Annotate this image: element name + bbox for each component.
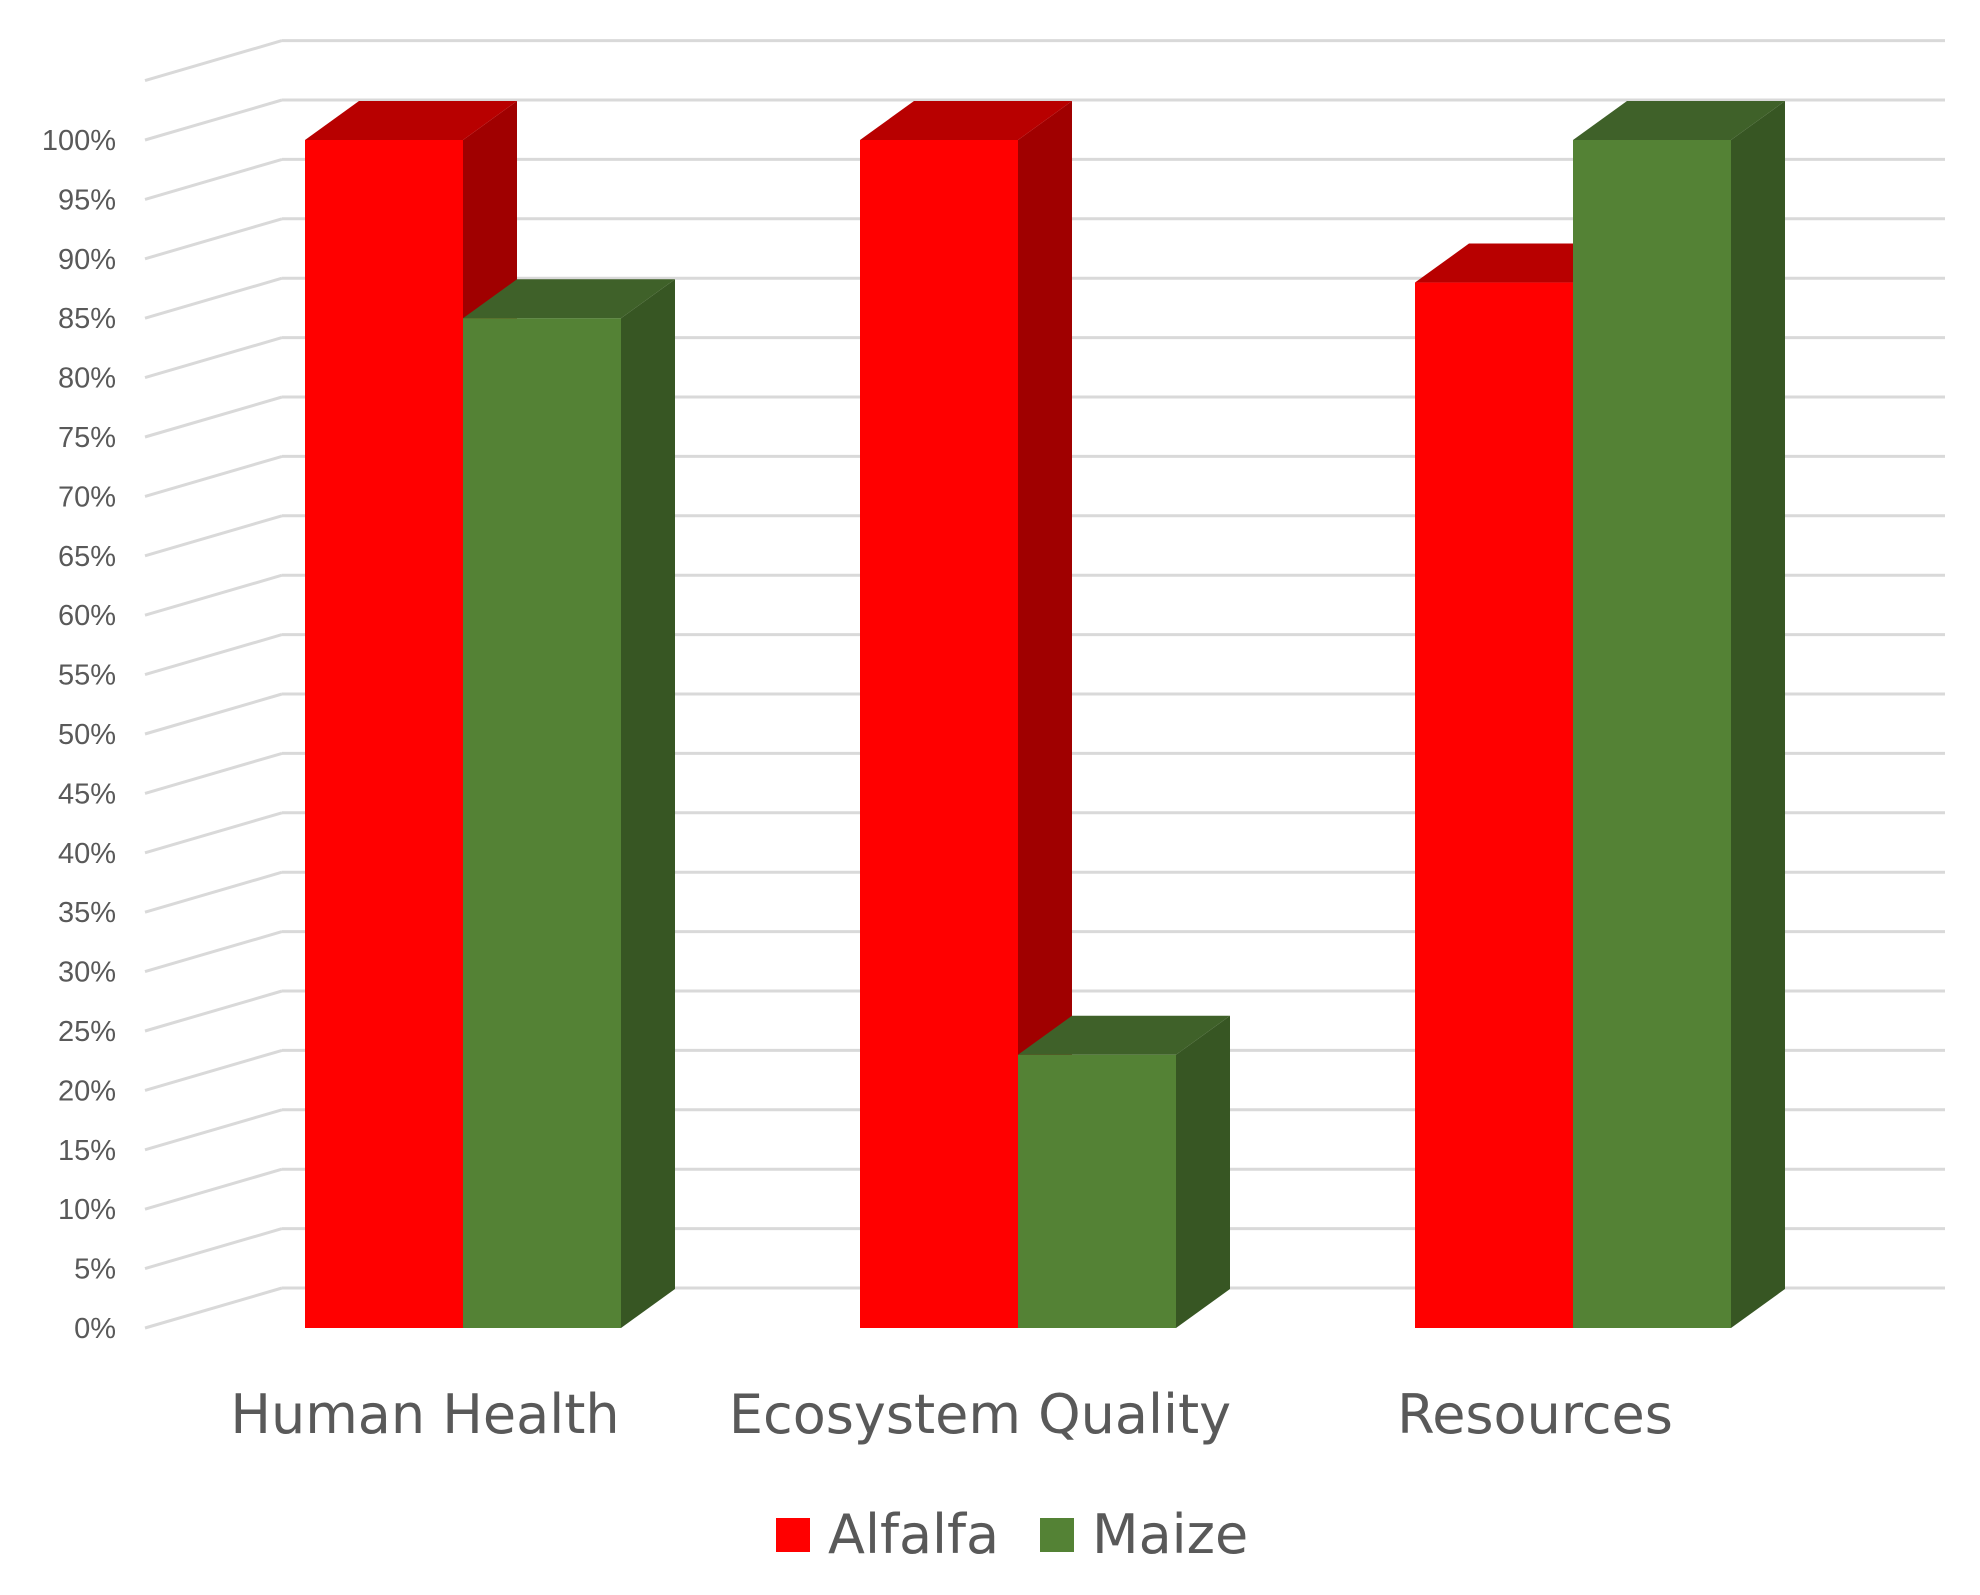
gridline-side — [144, 395, 283, 439]
y-tick-label: 15% — [58, 1135, 116, 1167]
gridline-side — [144, 1227, 283, 1271]
y-tick-label: 80% — [58, 363, 116, 395]
bar-side-face — [1731, 101, 1785, 1328]
y-tick-label: 95% — [58, 184, 116, 216]
bar-top-face — [1018, 1015, 1230, 1055]
gridline-side — [144, 98, 283, 142]
bar-front-face — [463, 318, 621, 1328]
bar-maize-0 — [463, 279, 675, 1329]
y-tick-label: 70% — [58, 481, 116, 513]
y-tick-label: 65% — [58, 541, 116, 573]
legend: Alfalfa Maize — [776, 1503, 1248, 1566]
y-tick-label: 85% — [58, 303, 116, 335]
bar-top-face — [1573, 101, 1785, 140]
gridline-side — [144, 870, 283, 914]
gridline-side — [144, 573, 283, 617]
bar-side-face — [1176, 1015, 1230, 1328]
x-category-label: Resources — [1397, 1383, 1673, 1446]
gridline-side — [144, 217, 283, 261]
y-tick-label: 5% — [74, 1254, 116, 1286]
y-tick-label: 25% — [58, 1016, 116, 1048]
gridline-side — [144, 1108, 283, 1152]
bars — [305, 101, 1785, 1329]
gridline-side — [144, 930, 283, 974]
y-tick-label: 55% — [58, 660, 116, 692]
y-tick-label: 90% — [58, 244, 116, 276]
bar-top-face — [860, 101, 1072, 140]
bar-front-face — [305, 140, 463, 1328]
x-axis-categories: Human Health Ecosystem Quality Resources — [230, 1383, 1673, 1446]
y-tick-label: 40% — [58, 838, 116, 870]
bar-front-face — [1573, 140, 1731, 1328]
bar-maize-1 — [1018, 1015, 1230, 1328]
bar-side-face — [621, 279, 675, 1329]
bar-top-face — [463, 279, 675, 319]
legend-label-alfalfa: Alfalfa — [828, 1503, 999, 1566]
gridline-side — [144, 989, 283, 1033]
y-tick-label: 35% — [58, 897, 116, 929]
gridline-side — [144, 276, 283, 320]
gridline-side — [144, 514, 283, 558]
y-tick-label: 75% — [58, 422, 116, 454]
gridline-side — [144, 1167, 283, 1211]
legend-label-maize: Maize — [1092, 1503, 1248, 1566]
gridline-side — [144, 336, 283, 380]
bar-alfalfa-1 — [860, 101, 1072, 1328]
y-tick-label: 60% — [58, 600, 116, 632]
legend-swatch-alfalfa — [776, 1518, 810, 1552]
y-axis-ticks: 0% 5% 10% 15% 20% 25% 30% 35% 40% 45% 50% 55% 60% 65%… — [42, 125, 116, 1345]
bar-side-face — [1018, 101, 1072, 1328]
y-tick-label: 50% — [58, 719, 116, 751]
gridline-side — [144, 1286, 283, 1330]
y-tick-label: 100% — [42, 125, 116, 157]
legend-swatch-maize — [1040, 1518, 1074, 1552]
y-tick-label: 0% — [74, 1313, 116, 1345]
gridline-side — [144, 1048, 283, 1092]
bar-front-face — [1018, 1054, 1176, 1328]
bar-top-face — [305, 101, 517, 140]
gridline-side — [144, 633, 283, 677]
gridline-side — [144, 454, 283, 498]
bar-front-face — [1415, 282, 1573, 1328]
bar-maize-2 — [1573, 101, 1785, 1328]
gridline-side — [144, 39, 283, 83]
x-category-label: Human Health — [230, 1383, 619, 1446]
gridline-side — [144, 157, 283, 201]
gridline-side — [144, 692, 283, 736]
y-tick-label: 30% — [58, 957, 116, 989]
gridline-side — [144, 751, 283, 795]
y-tick-label: 20% — [58, 1075, 116, 1107]
x-category-label: Ecosystem Quality — [729, 1383, 1231, 1446]
bar-front-face — [860, 140, 1018, 1328]
gridline-side — [144, 811, 283, 855]
y-tick-label: 10% — [58, 1194, 116, 1226]
y-tick-label: 45% — [58, 778, 116, 810]
